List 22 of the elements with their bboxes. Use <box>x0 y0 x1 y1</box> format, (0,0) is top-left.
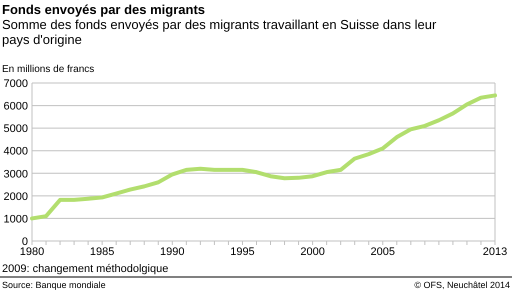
x-tick-label: 2013 <box>482 246 508 258</box>
chart-subtitle: Somme des fonds envoyés par des migrants travaillant en Suisse dans leur pays d'origine <box>2 17 437 47</box>
chart-title: Fonds envoyés par des migrants <box>2 2 206 17</box>
x-tick-label: 2005 <box>370 246 395 258</box>
x-tick-label: 1980 <box>20 246 44 258</box>
text: 2009: changement méthodolgique <box>2 263 168 275</box>
x-tick-label: 1990 <box>160 246 185 258</box>
y-tick-label: 5000 <box>4 123 28 136</box>
x-tick-label: 2000 <box>300 246 325 258</box>
text: © OFS, Neuchâtel 2014 <box>414 280 510 290</box>
y-tick-label: 4000 <box>4 146 28 158</box>
y-tick-label: 6000 <box>4 100 28 113</box>
line-series <box>30 93 497 220</box>
y-tick-label: 0 <box>22 236 28 248</box>
y-tick-label: 3000 <box>4 168 28 180</box>
source-note: Source: Banque mondiale <box>2 280 106 290</box>
x-tick-label: 1985 <box>90 246 114 258</box>
y-axis-title: En millions de francs <box>2 64 94 75</box>
x-tick-label: 1995 <box>230 246 255 258</box>
y-tick-label: 7000 <box>4 78 28 90</box>
y-tick-label: 1000 <box>4 213 28 226</box>
y-tick-label: 2000 <box>4 190 28 203</box>
